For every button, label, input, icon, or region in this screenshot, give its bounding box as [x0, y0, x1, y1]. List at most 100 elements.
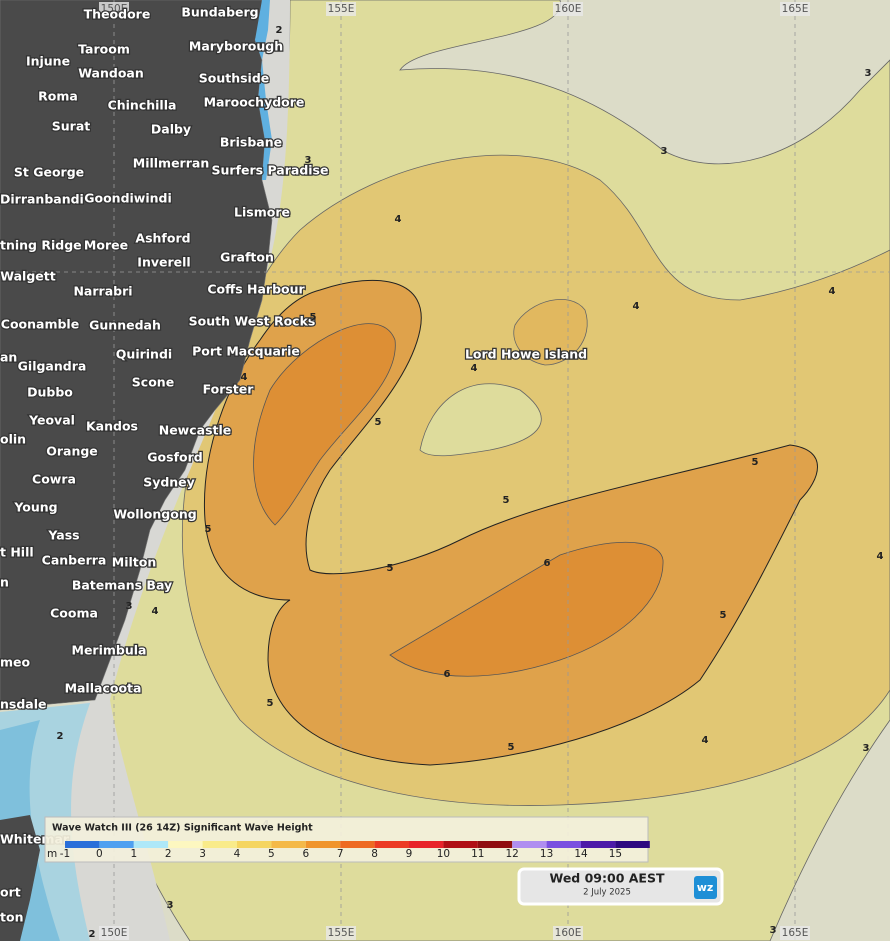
contour-label: 4	[877, 551, 884, 562]
contour-label: 5	[205, 524, 212, 535]
place-label: Canberra	[42, 553, 107, 568]
band-4-5	[513, 299, 588, 366]
contour-label: 5	[508, 742, 515, 753]
place-label: Theodore	[84, 7, 151, 22]
contour-label: 2	[276, 25, 283, 36]
place-label: an	[0, 350, 17, 365]
legend-swatch	[546, 841, 581, 848]
place-label: Sydney	[143, 475, 195, 490]
longitude-label: 160E	[555, 927, 582, 939]
land	[0, 815, 40, 941]
place-label: Kandos	[86, 419, 138, 434]
place-label: Newcastle	[159, 423, 232, 438]
contour-label: 4	[471, 363, 478, 374]
place-label: Dirranbandi	[0, 192, 84, 207]
legend-swatch	[340, 841, 375, 848]
legend-tick-label: 8	[371, 848, 378, 860]
place-label: Chinchilla	[108, 98, 177, 113]
place-label: ton	[0, 910, 23, 925]
time: Wed 09:00 AEST	[549, 871, 664, 886]
place-label: St George	[14, 165, 84, 180]
place-label: olin	[0, 432, 26, 447]
place-label: Coonamble	[1, 317, 79, 332]
legend-tick-label: -1	[60, 848, 70, 860]
place-label: Roma	[38, 89, 78, 104]
legend-swatch	[374, 841, 409, 848]
band-6	[389, 541, 664, 677]
legend-tick-label: 4	[234, 848, 241, 860]
place-label: Walgett	[0, 269, 55, 284]
contour-label: 6	[544, 558, 551, 569]
place-label: Yeoval	[28, 413, 75, 428]
longitude-label: 165E	[782, 927, 809, 939]
place-label: Quirindi	[116, 347, 172, 362]
place-label: Scone	[132, 375, 174, 390]
place-label: Cooma	[50, 606, 98, 621]
contour-label: 5	[310, 312, 317, 323]
contour-label: 5	[720, 610, 727, 621]
place-label: Grafton	[220, 250, 274, 265]
island-label: Lord Howe Island	[465, 347, 587, 362]
legend-tick-label: 6	[302, 848, 309, 860]
contour-label: 4	[395, 214, 402, 225]
contour-label: 4	[241, 372, 248, 383]
legend-tick-label: 14	[574, 848, 588, 860]
longitude-label: 160E	[555, 3, 582, 15]
lon-box	[326, 2, 356, 16]
place-label: Cowra	[32, 472, 76, 487]
place-label: Taroom	[78, 42, 130, 57]
contour-label: 3	[126, 601, 133, 612]
legend-tick-label: 0	[96, 848, 103, 860]
place-label: Brisbane	[220, 135, 282, 150]
longitude-label: 155E	[328, 3, 355, 15]
contour-label: 3	[305, 155, 312, 166]
legend-swatch	[581, 841, 616, 848]
legend-swatch	[615, 841, 650, 848]
place-label: meo	[0, 655, 31, 670]
contour-label: 5	[267, 698, 274, 709]
place-label: Dalby	[151, 122, 191, 137]
band-3-hole	[419, 383, 542, 457]
contour-label: 2	[57, 731, 64, 742]
legend-tick-label: 13	[540, 848, 553, 860]
lon-box	[99, 2, 129, 16]
place-label: Merimbula	[72, 643, 147, 658]
place-label: Young	[13, 500, 57, 515]
legend-tick-label: 5	[268, 848, 275, 860]
place-label: Gosford	[147, 450, 202, 465]
place-label: Mallacoota	[65, 681, 142, 696]
legend-tick-label: 2	[165, 848, 172, 860]
place-label: Forster	[203, 382, 255, 397]
place-label: Gunnedah	[89, 318, 161, 333]
legend-swatch	[65, 841, 100, 848]
contour-label: 4	[829, 286, 836, 297]
contour-label: 4	[702, 735, 709, 746]
legend-tick-label: 1	[130, 848, 137, 860]
legend-title: Wave Watch III (26 14Z) Significant Wave…	[52, 823, 313, 834]
legend-tick-label: 11	[471, 848, 484, 860]
contour-label: 2	[89, 929, 96, 940]
longitude-label: 165E	[782, 3, 809, 15]
place-label: Orange	[46, 444, 98, 459]
contour-label: 3	[661, 146, 668, 157]
time-panel: Wed 09:00 AEST 2 July 2025 wz	[517, 867, 724, 906]
contour-label: 4	[633, 301, 640, 312]
place-label: ort	[0, 885, 21, 900]
place-label: Bundaberg	[181, 5, 258, 20]
place-label: Millmerran	[133, 156, 209, 171]
lon-box	[326, 926, 356, 940]
legend-swatch	[512, 841, 547, 848]
contour-label: 3	[770, 925, 777, 936]
legend-swatch	[477, 841, 513, 848]
logo: wz	[697, 881, 714, 894]
lon-box	[780, 2, 810, 16]
place-label: Coffs Harbour	[207, 282, 305, 297]
coast-water	[255, 0, 272, 180]
place-label: nsdale	[0, 697, 46, 712]
place-label: Injune	[26, 54, 70, 69]
contour-label: 4	[152, 606, 159, 617]
legend-unit: m	[47, 848, 57, 860]
contour-label: 5	[375, 417, 382, 428]
